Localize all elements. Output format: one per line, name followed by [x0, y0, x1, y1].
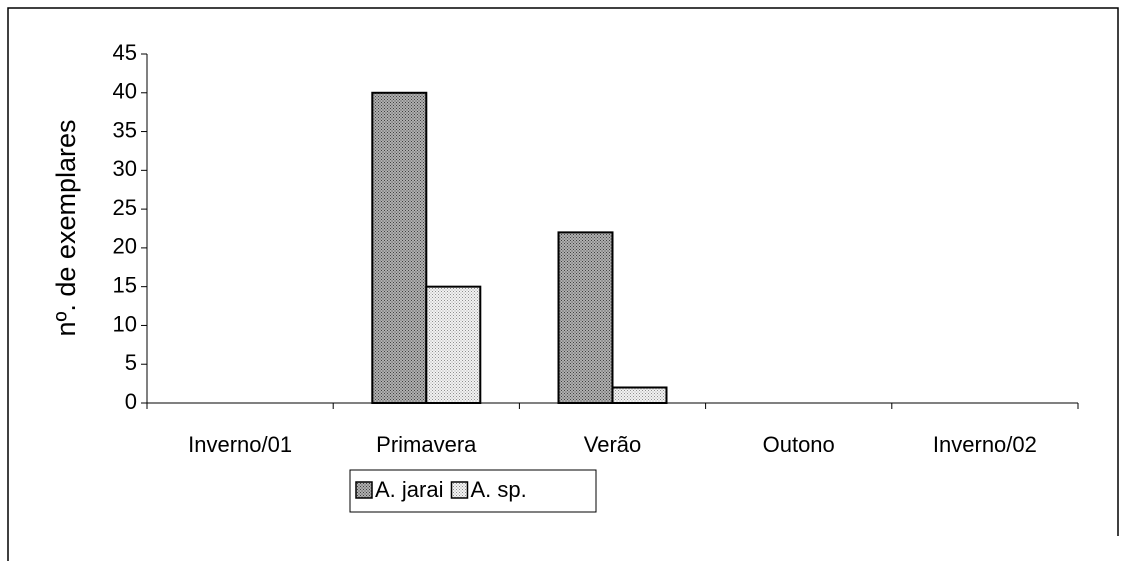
- y-tick-label: 0: [125, 389, 137, 414]
- x-tick-label: Verão: [584, 432, 642, 457]
- x-tick-label: Inverno/01: [188, 432, 292, 457]
- y-tick-label: 5: [125, 350, 137, 375]
- bar: [425, 285, 482, 404]
- legend-swatch: [355, 481, 373, 499]
- y-tick-label: 40: [113, 79, 137, 104]
- bar: [557, 231, 614, 404]
- legend-box: [349, 469, 597, 513]
- y-axis-label: nº. de exemplares: [51, 120, 81, 337]
- legend-swatch: [450, 481, 469, 499]
- y-tick-label: 45: [113, 40, 137, 65]
- bar: [611, 386, 668, 405]
- x-tick-label: Outono: [763, 432, 835, 457]
- y-tick-label: 25: [113, 195, 137, 220]
- y-tick-label: 30: [113, 156, 137, 181]
- legend-label: A. jarai: [375, 477, 443, 502]
- y-tick-label: 35: [113, 117, 137, 142]
- y-tick-label: 20: [113, 234, 137, 259]
- y-tick-label: 10: [113, 311, 137, 336]
- x-tick-label: Inverno/02: [933, 432, 1037, 457]
- x-tick-label: Primavera: [376, 432, 477, 457]
- frame: [7, 7, 1119, 561]
- y-tick-label: 15: [113, 272, 137, 297]
- bar: [371, 91, 428, 405]
- legend-label: A. sp.: [470, 477, 526, 502]
